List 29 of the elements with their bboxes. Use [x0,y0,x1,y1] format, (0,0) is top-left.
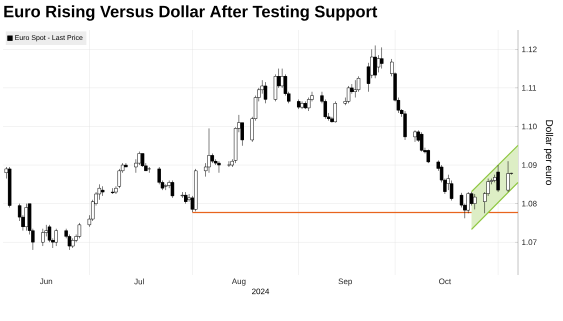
candlestick [506,160,510,192]
candlestick [227,160,231,168]
candlestick [380,47,384,69]
candlestick [373,45,377,78]
candlestick [170,180,174,198]
candlestick [403,110,407,140]
candlestick [334,101,338,123]
candlestick [496,164,500,192]
candlestick [100,186,104,196]
candlestick [184,192,188,204]
candlestick [420,132,424,152]
candlestick [78,222,82,239]
candlestick [210,153,214,164]
candlestick [264,82,268,104]
candlestick [353,80,357,98]
candlestick [41,228,45,246]
candlestick [296,99,300,110]
candlestick [71,238,75,248]
candlestick [426,149,430,164]
candlestick [473,194,477,210]
candlestick [346,86,350,104]
candlestick [413,130,417,142]
candlestick [140,153,144,168]
candlestick [217,160,221,174]
chart-title: Euro Rising Versus Dollar After Testing Support [4,5,378,21]
candlestick [24,203,28,231]
candlestick [207,128,211,174]
y-axis-title: Dollar per euro [544,120,554,186]
candlestick [54,228,58,246]
